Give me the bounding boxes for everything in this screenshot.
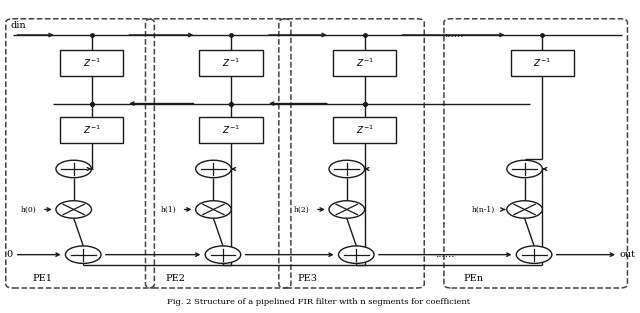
Circle shape xyxy=(196,160,231,178)
Circle shape xyxy=(196,201,231,218)
Text: $Z^{-1}$: $Z^{-1}$ xyxy=(83,57,100,69)
Text: out: out xyxy=(620,250,636,259)
Text: h(1): h(1) xyxy=(161,205,177,213)
Text: $Z^{-1}$: $Z^{-1}$ xyxy=(222,57,240,69)
Circle shape xyxy=(56,201,92,218)
Bar xyxy=(60,50,124,76)
Text: ......: ...... xyxy=(444,30,463,39)
Text: PE2: PE2 xyxy=(166,274,186,283)
Text: h(2): h(2) xyxy=(294,205,310,213)
Text: ......: ...... xyxy=(435,249,455,259)
Circle shape xyxy=(507,160,542,178)
Bar xyxy=(200,50,263,76)
Bar xyxy=(60,117,124,143)
Bar xyxy=(200,117,263,143)
Circle shape xyxy=(516,246,552,263)
Text: h(0): h(0) xyxy=(21,205,36,213)
Circle shape xyxy=(56,160,92,178)
Bar xyxy=(511,50,574,76)
Circle shape xyxy=(65,246,101,263)
Circle shape xyxy=(339,246,374,263)
Text: PEn: PEn xyxy=(463,274,483,283)
Text: h(n-1): h(n-1) xyxy=(472,205,495,213)
Circle shape xyxy=(205,246,241,263)
Text: $Z^{-1}$: $Z^{-1}$ xyxy=(356,124,374,136)
Bar xyxy=(333,50,396,76)
Text: PE1: PE1 xyxy=(33,274,52,283)
Text: Fig. 2 Structure of a pipelined FIR filter with n segments for coefficient: Fig. 2 Structure of a pipelined FIR filt… xyxy=(166,298,470,306)
Text: $Z^{-1}$: $Z^{-1}$ xyxy=(222,124,240,136)
Text: $Z^{-1}$: $Z^{-1}$ xyxy=(83,124,100,136)
Bar xyxy=(333,117,396,143)
Circle shape xyxy=(507,201,542,218)
Text: $Z^{-1}$: $Z^{-1}$ xyxy=(356,57,374,69)
Text: din: din xyxy=(10,21,26,30)
Text: $Z^{-1}$: $Z^{-1}$ xyxy=(534,57,551,69)
Text: PE3: PE3 xyxy=(298,274,318,283)
Circle shape xyxy=(329,201,365,218)
Text: 0: 0 xyxy=(6,250,12,259)
Circle shape xyxy=(329,160,365,178)
